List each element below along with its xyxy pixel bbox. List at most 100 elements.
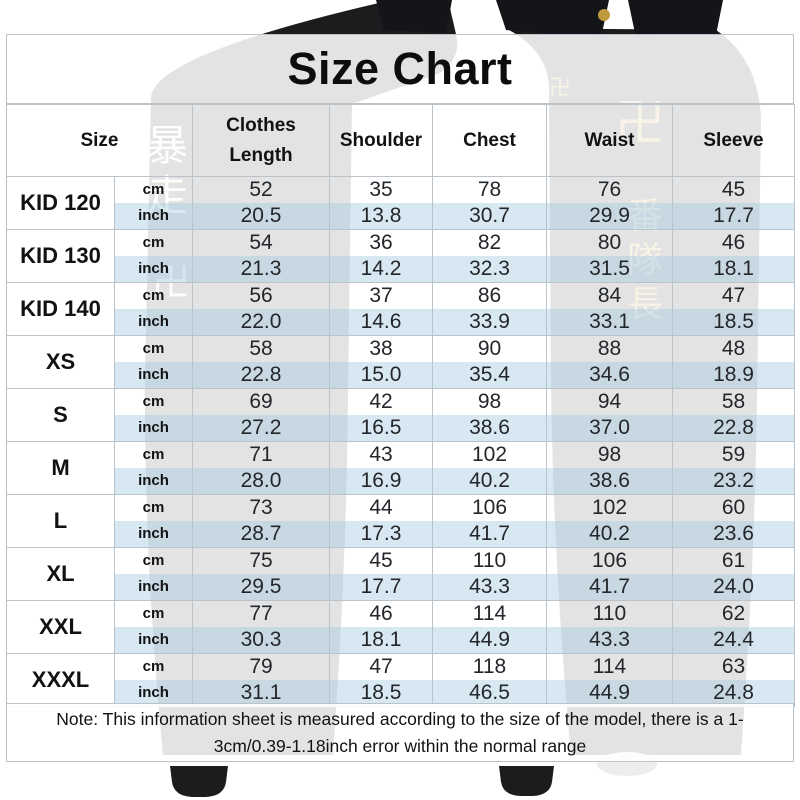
measurement-value: 56: [192, 282, 330, 309]
table-row-m-cm: M cm 71 43 102 98 59: [6, 441, 795, 495]
measurement-value: 84: [546, 282, 673, 309]
measurement-value: 45: [329, 547, 433, 574]
measurement-value: 34.6: [546, 362, 673, 389]
table-row-s-inch: inch 27.2 16.5 38.6 37.0 22.8: [7, 415, 795, 442]
measurement-value: 20.5: [192, 203, 330, 230]
measurement-value: 33.9: [432, 309, 547, 336]
measurement-value: 94: [546, 388, 673, 415]
measurement-value: 82: [432, 229, 547, 256]
measurement-value: 43: [329, 441, 433, 468]
measurement-value: 17.7: [672, 203, 795, 230]
measurement-value: 98: [432, 388, 547, 415]
measurement-value: 37.0: [546, 415, 673, 442]
measurement-value: 90: [432, 335, 547, 362]
size-label: KID 120: [6, 176, 115, 230]
table-row-xxl-inch: inch 30.3 18.1 44.9 43.3 24.4: [7, 627, 795, 654]
table-row-kid140-cm: KID 140 cm 56 37 86 84 47: [6, 282, 795, 336]
measurement-value: 58: [192, 335, 330, 362]
measurement-value: 80: [546, 229, 673, 256]
measurement-value: 17.7: [329, 574, 433, 601]
measurement-value: 59: [672, 441, 795, 468]
right-collar-left-flap: [496, 0, 609, 38]
header-chest-label: Chest: [463, 129, 516, 151]
size-label: XXL: [6, 600, 115, 654]
measurement-value: 44.9: [546, 680, 673, 707]
measurement-value: 24.0: [672, 574, 795, 601]
table-row-xxl-cm: XXL cm 77 46 114 110 62: [6, 600, 795, 654]
measurement-value: 14.6: [329, 309, 433, 336]
measurement-value: 77: [192, 600, 330, 627]
measurement-value: 71: [192, 441, 330, 468]
measurement-value: 16.9: [329, 468, 433, 495]
measurement-value: 69: [192, 388, 330, 415]
size-label: S: [6, 388, 115, 442]
measurement-value: 38.6: [546, 468, 673, 495]
header-shoulder: Shoulder: [329, 104, 433, 177]
table-row-xl-cm: XL cm 75 45 110 106 61: [6, 547, 795, 601]
table-row-s-cm: S cm 69 42 98 94 58: [6, 388, 795, 442]
measurement-value: 23.2: [672, 468, 795, 495]
unit-label-inch: inch: [114, 680, 193, 707]
header-size: Size: [6, 104, 193, 177]
size-label: KID 140: [6, 282, 115, 336]
measurement-value: 110: [432, 547, 547, 574]
measurement-value: 31.1: [192, 680, 330, 707]
measurement-value: 73: [192, 494, 330, 521]
measurement-value: 23.6: [672, 521, 795, 548]
measurement-value: 18.5: [672, 309, 795, 336]
measurement-value: 24.4: [672, 627, 795, 654]
unit-label-inch: inch: [114, 256, 193, 283]
measurement-value: 46.5: [432, 680, 547, 707]
header-sleeve: Sleeve: [672, 104, 795, 177]
unit-label-cm: cm: [114, 388, 193, 415]
measurement-value: 18.9: [672, 362, 795, 389]
measurement-value: 110: [546, 600, 673, 627]
table-row-xs-inch: inch 22.8 15.0 35.4 34.6 18.9: [7, 362, 795, 389]
measurement-value: 114: [546, 653, 673, 680]
measurement-value: 106: [432, 494, 547, 521]
unit-label-inch: inch: [114, 203, 193, 230]
right-boot-shape: [499, 766, 554, 796]
measurement-value: 44.9: [432, 627, 547, 654]
measurement-value: 18.5: [329, 680, 433, 707]
measurement-value: 37: [329, 282, 433, 309]
measurement-value: 45: [672, 176, 795, 203]
table-row-kid120-cm: KID 120 cm 52 35 78 76 45: [6, 176, 795, 230]
title-box: Size Chart: [6, 34, 794, 104]
header-clothes-length-label: Clothes Length: [226, 115, 296, 166]
measurement-value: 41.7: [432, 521, 547, 548]
measurement-value: 46: [329, 600, 433, 627]
table-row-l-inch: inch 28.7 17.3 41.7 40.2 23.6: [7, 521, 795, 548]
measurement-value: 75: [192, 547, 330, 574]
header-waist-label: Waist: [584, 129, 635, 151]
left-boot-shape: [170, 766, 228, 797]
measurement-value: 29.5: [192, 574, 330, 601]
measurement-value: 35: [329, 176, 433, 203]
size-label: M: [6, 441, 115, 495]
measurement-value: 36: [329, 229, 433, 256]
size-label: KID 130: [6, 229, 115, 283]
measurement-value: 47: [672, 282, 795, 309]
measurement-value: 33.1: [546, 309, 673, 336]
unit-label-cm: cm: [114, 441, 193, 468]
measurement-value: 35.4: [432, 362, 547, 389]
table-row-xs-cm: XS cm 58 38 90 88 48: [6, 335, 795, 389]
header-clothes-length: Clothes Length: [192, 104, 330, 177]
measurement-value: 38.6: [432, 415, 547, 442]
measurement-value: 24.8: [672, 680, 795, 707]
measurement-value: 52: [192, 176, 330, 203]
table-row-xxxl-inch: inch 31.1 18.5 46.5 44.9 24.8: [7, 680, 795, 707]
measurement-value: 40.2: [432, 468, 547, 495]
right-collar-right-flap: [628, 0, 723, 38]
table-header: Size Clothes Length Shoulder Chest Waist…: [6, 104, 795, 177]
measurement-value: 32.3: [432, 256, 547, 283]
unit-label-inch: inch: [114, 362, 193, 389]
measurement-value: 40.2: [546, 521, 673, 548]
table-row-kid140-inch: inch 22.0 14.6 33.9 33.1 18.5: [7, 309, 795, 336]
measurement-value: 106: [546, 547, 673, 574]
measurement-value: 86: [432, 282, 547, 309]
measurement-value: 118: [432, 653, 547, 680]
table-row-kid130-inch: inch 21.3 14.2 32.3 31.5 18.1: [7, 256, 795, 283]
unit-label-cm: cm: [114, 494, 193, 521]
table-row-l-cm: L cm 73 44 106 102 60: [6, 494, 795, 548]
